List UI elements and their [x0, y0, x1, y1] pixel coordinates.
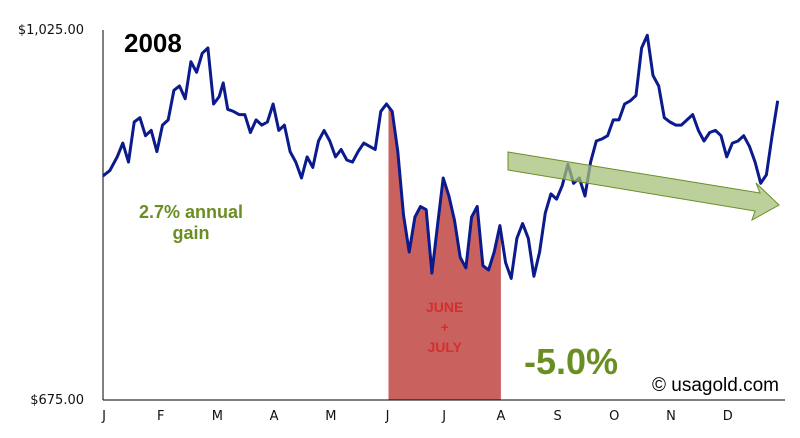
x-tick-label: J [441, 409, 446, 424]
annual-gain-label-line-0: 2.7% annual [139, 202, 243, 222]
june-july-label: JUNE + JULY [426, 299, 463, 355]
x-tick-label: D [723, 409, 733, 424]
x-tick-label: A [496, 409, 505, 424]
x-tick-label: J [385, 409, 390, 424]
annual-gain-label-line-1: gain [172, 223, 209, 243]
downtrend-arrow [507, 151, 780, 222]
shade-label-line-2: JULY [427, 339, 462, 355]
x-tick-label: J [101, 409, 106, 424]
shade-label-line-0: JUNE [426, 299, 463, 315]
x-tick-label: F [157, 409, 164, 424]
x-tick-label: N [666, 409, 676, 424]
gold-price-line [102, 33, 780, 280]
chart-title: 2008 [124, 28, 182, 58]
copyright-label: © usagold.com [652, 375, 779, 396]
shade-label-line-1: + [441, 319, 449, 335]
x-tick-label: A [270, 409, 279, 424]
x-tick-label: O [609, 409, 619, 424]
x-tick-label: M [325, 409, 336, 424]
y-tick-label-bottom: $675.00 [30, 393, 84, 408]
x-tick-label: S [553, 409, 561, 424]
x-tick-label: M [212, 409, 223, 424]
change-percent-label: -5.0% [524, 341, 618, 382]
y-tick-label-top: $1,025.00 [18, 23, 84, 38]
